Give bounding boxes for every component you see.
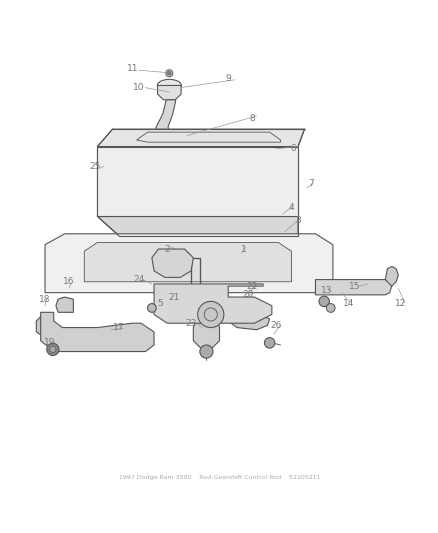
- Polygon shape: [41, 312, 154, 352]
- Text: 11: 11: [126, 63, 138, 72]
- Text: 17: 17: [113, 323, 125, 332]
- Text: 21: 21: [168, 293, 179, 302]
- Polygon shape: [152, 100, 176, 155]
- Text: 19: 19: [43, 338, 55, 348]
- Text: 8: 8: [249, 114, 254, 123]
- Circle shape: [166, 70, 173, 77]
- Circle shape: [47, 343, 59, 356]
- Polygon shape: [219, 314, 269, 330]
- Polygon shape: [157, 85, 181, 100]
- Polygon shape: [84, 243, 291, 282]
- Text: 12: 12: [394, 299, 405, 308]
- Text: 5: 5: [157, 299, 163, 308]
- Circle shape: [318, 296, 328, 306]
- Text: 7: 7: [307, 179, 313, 188]
- Text: 9: 9: [225, 75, 230, 84]
- Circle shape: [147, 304, 156, 312]
- Polygon shape: [97, 216, 297, 236]
- Ellipse shape: [157, 79, 181, 92]
- Polygon shape: [56, 297, 73, 312]
- Text: 20: 20: [242, 290, 253, 300]
- Text: 23: 23: [185, 319, 196, 328]
- Text: 3: 3: [294, 216, 300, 225]
- Circle shape: [325, 304, 334, 312]
- Circle shape: [199, 345, 212, 358]
- Polygon shape: [385, 266, 397, 286]
- Polygon shape: [36, 314, 53, 336]
- Text: 13: 13: [320, 286, 332, 295]
- Polygon shape: [152, 249, 193, 277]
- Text: 26: 26: [270, 321, 281, 330]
- Text: 1997 Dodge Ram 3500    Rod-Gearshift Control Rod    52105211: 1997 Dodge Ram 3500 Rod-Gearshift Contro…: [119, 475, 319, 480]
- Circle shape: [167, 71, 171, 75]
- Text: 15: 15: [348, 281, 360, 290]
- Text: 2: 2: [164, 245, 170, 254]
- Text: 14: 14: [342, 299, 353, 308]
- Text: 6: 6: [290, 144, 296, 153]
- Text: 10: 10: [133, 83, 144, 92]
- Circle shape: [49, 346, 56, 352]
- Polygon shape: [45, 234, 332, 293]
- Polygon shape: [315, 280, 391, 295]
- Text: 4: 4: [288, 203, 293, 212]
- Text: 24: 24: [133, 275, 144, 284]
- Text: 25: 25: [89, 161, 101, 171]
- Text: 22: 22: [246, 281, 257, 290]
- Polygon shape: [97, 129, 304, 147]
- Text: 1: 1: [240, 245, 246, 254]
- Polygon shape: [97, 147, 297, 216]
- Polygon shape: [154, 284, 271, 323]
- Text: 18: 18: [39, 295, 51, 304]
- Circle shape: [197, 301, 223, 328]
- Polygon shape: [152, 153, 180, 197]
- Polygon shape: [193, 314, 219, 350]
- Text: 16: 16: [63, 277, 74, 286]
- Circle shape: [264, 337, 274, 348]
